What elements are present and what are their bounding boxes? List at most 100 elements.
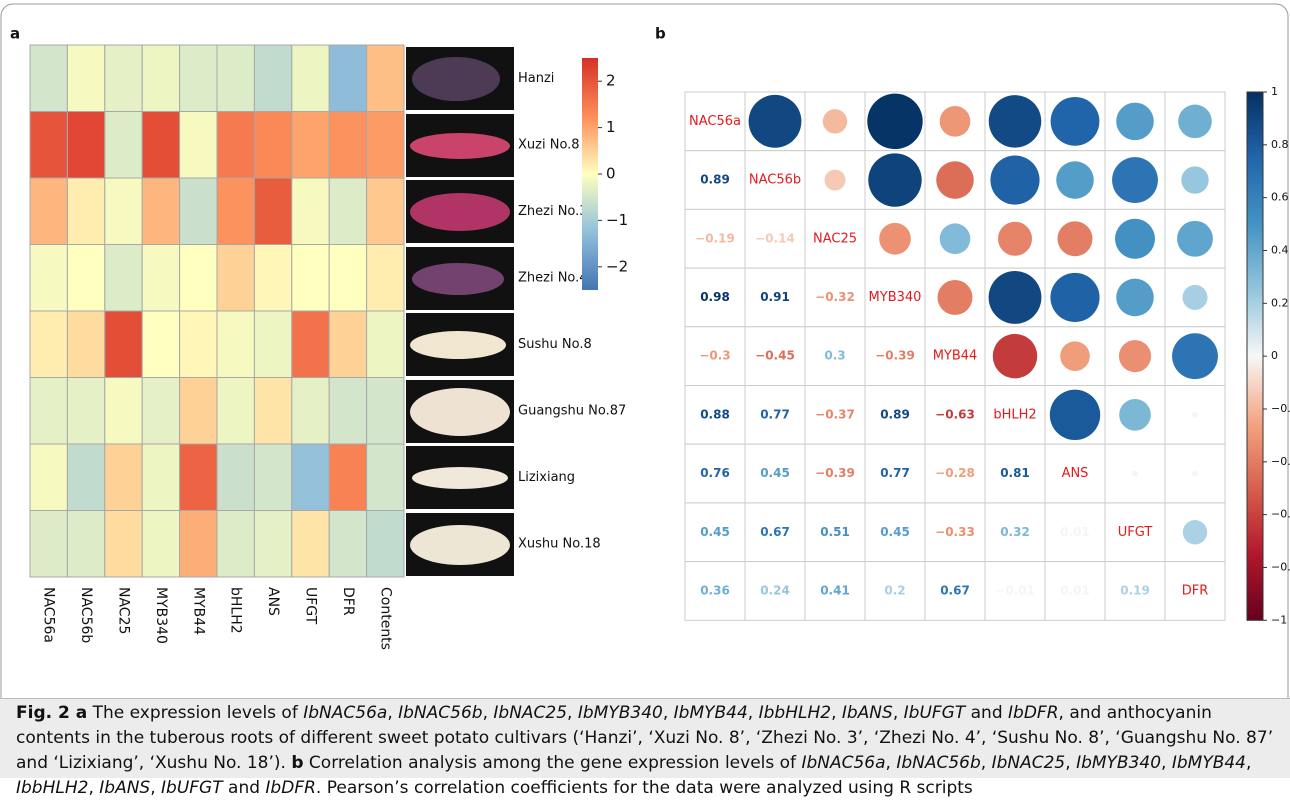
colorbar-tick-label: −1 xyxy=(1271,613,1287,626)
caption-text: , xyxy=(567,703,578,723)
correlation-circle xyxy=(1115,219,1155,259)
heatmap-cell xyxy=(367,444,404,511)
variable-label: NAC56a xyxy=(689,114,741,129)
caption-text: , xyxy=(981,753,992,773)
heatmap-cell xyxy=(105,112,142,179)
caption-text: , xyxy=(88,778,99,798)
heatmap-cell xyxy=(67,511,104,578)
correlation-circle xyxy=(1192,471,1198,477)
correlation-circle xyxy=(1119,399,1151,431)
colorbar-tick-label: 0.4 xyxy=(1271,243,1289,256)
heatmap-cell xyxy=(367,45,404,112)
heatmap-cell xyxy=(217,245,254,312)
caption-text: IbMYB340 xyxy=(578,703,663,723)
correlation-label: 0.41 xyxy=(820,583,850,597)
heatmap-cell xyxy=(30,245,67,312)
correlation-circle xyxy=(938,280,973,315)
caption-text: , xyxy=(1065,753,1076,773)
correlation-circle xyxy=(989,95,1042,148)
correlation-circle xyxy=(1116,279,1154,317)
correlation-label: −0.19 xyxy=(695,231,735,245)
heatmap-cell xyxy=(105,311,142,378)
correlation-label: 0.89 xyxy=(700,173,730,187)
colorbar-tick-label: −0.6 xyxy=(1271,508,1290,521)
heatmap-cell xyxy=(367,178,404,245)
row-label: Xushu No.18 xyxy=(518,536,601,551)
caption-text: , xyxy=(1246,753,1251,773)
correlation-label: 0.67 xyxy=(760,525,790,539)
column-label: MYB340 xyxy=(153,587,169,644)
heatmap-cell xyxy=(105,444,142,511)
caption-text: , xyxy=(748,703,759,723)
column-label: Contents xyxy=(377,587,393,650)
heatmap-cell xyxy=(105,511,142,578)
variable-label: NAC56b xyxy=(749,173,801,188)
column-label: NAC56b xyxy=(78,587,94,643)
heatmap-cell xyxy=(142,245,179,312)
caption-text: Fig. 2 a xyxy=(16,703,87,723)
caption-text: IbDFR xyxy=(265,778,316,798)
heatmap-cell xyxy=(254,112,291,179)
correlation-circle xyxy=(940,106,971,137)
correlation-label: 0.98 xyxy=(700,290,730,304)
heatmap-cell xyxy=(329,178,366,245)
correlation-circle xyxy=(1056,161,1094,199)
colorbar-tick-label: −0.2 xyxy=(1271,402,1290,415)
correlation-label: 0.2 xyxy=(884,583,905,597)
heatmap-cell xyxy=(105,45,142,112)
correlation-circle xyxy=(1132,471,1138,477)
caption-text: IbMYB44 xyxy=(1172,753,1246,773)
heatmap-cell xyxy=(292,245,329,312)
heatmap-cell xyxy=(180,245,217,312)
panel-label: b xyxy=(655,25,666,43)
row-label: Xuzi No.8 xyxy=(518,137,580,152)
caption-text: , xyxy=(483,703,494,723)
caption-text: IbbHLH2 xyxy=(759,703,831,723)
heatmap-cell xyxy=(30,178,67,245)
correlation-label: −0.28 xyxy=(935,466,975,480)
heatmap-cell xyxy=(217,444,254,511)
heatmap-cell xyxy=(254,178,291,245)
colorbar-tick-label: 2 xyxy=(606,72,616,90)
caption-text: b xyxy=(291,753,303,773)
correlation-label: 0.45 xyxy=(700,525,730,539)
heatmap-cell xyxy=(105,245,142,312)
heatmap-cell xyxy=(367,511,404,578)
heatmap-cell xyxy=(180,178,217,245)
heatmap-cell xyxy=(180,444,217,511)
correlation-label: 0.45 xyxy=(760,466,790,480)
heatmap-cell xyxy=(142,178,179,245)
caption-text: IbNAC25 xyxy=(493,703,567,723)
caption-text: IbDFR xyxy=(1008,703,1059,723)
tuber-photos xyxy=(406,47,514,576)
heatmap-cell xyxy=(217,511,254,578)
column-label: DFR xyxy=(340,587,356,616)
caption-text: IbNAC25 xyxy=(992,753,1066,773)
correlation-label: 0.77 xyxy=(760,407,790,421)
caption-text: IbUFGT xyxy=(904,703,966,723)
heatmap-cell xyxy=(142,511,179,578)
heatmap-cell xyxy=(367,112,404,179)
correlation-label: 0.81 xyxy=(1000,466,1030,480)
heatmap-cell xyxy=(254,45,291,112)
heatmap-cell xyxy=(292,45,329,112)
correlation-circle xyxy=(1182,285,1207,310)
correlation-circle xyxy=(1050,273,1099,322)
correlation-label: 0.51 xyxy=(820,525,850,539)
variable-label: DFR xyxy=(1182,583,1209,598)
column-label: UFGT xyxy=(303,587,319,625)
colorbar-tick-label: 1 xyxy=(1271,85,1278,98)
heatmap-cell xyxy=(329,112,366,179)
row-label: Guangshu No.87 xyxy=(518,403,626,418)
variable-label: NAC25 xyxy=(813,231,857,246)
caption-text: , xyxy=(831,703,842,723)
colorbar-tick-label: −2 xyxy=(606,257,628,275)
correlation-label: −0.32 xyxy=(815,290,855,304)
correlation-label: 0.24 xyxy=(760,583,790,597)
caption-text: IbNAC56a xyxy=(303,703,387,723)
heatmap-cell xyxy=(292,444,329,511)
colorbar-tick-label: −0.8 xyxy=(1271,560,1290,573)
column-label: ANS xyxy=(265,587,281,616)
heatmap-cell xyxy=(30,511,67,578)
heatmap-cell xyxy=(329,511,366,578)
